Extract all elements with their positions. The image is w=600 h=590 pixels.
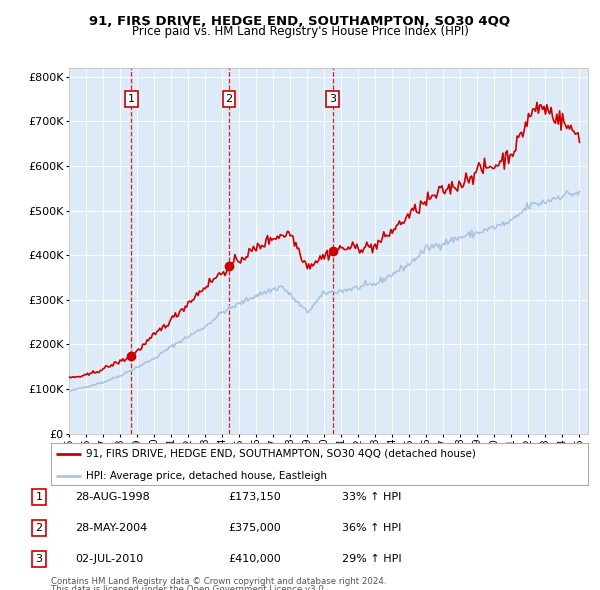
Text: HPI: Average price, detached house, Eastleigh: HPI: Average price, detached house, East…	[86, 471, 327, 481]
Text: 3: 3	[35, 555, 43, 564]
Text: 1: 1	[35, 492, 43, 502]
Text: £173,150: £173,150	[228, 492, 281, 502]
Text: 29% ↑ HPI: 29% ↑ HPI	[342, 555, 401, 564]
Text: Price paid vs. HM Land Registry's House Price Index (HPI): Price paid vs. HM Land Registry's House …	[131, 25, 469, 38]
Text: 1: 1	[128, 94, 135, 104]
Text: £375,000: £375,000	[228, 523, 281, 533]
Text: £410,000: £410,000	[228, 555, 281, 564]
Text: 91, FIRS DRIVE, HEDGE END, SOUTHAMPTON, SO30 4QQ (detached house): 91, FIRS DRIVE, HEDGE END, SOUTHAMPTON, …	[86, 449, 476, 459]
Text: Contains HM Land Registry data © Crown copyright and database right 2024.: Contains HM Land Registry data © Crown c…	[51, 577, 386, 586]
Text: 3: 3	[329, 94, 336, 104]
Text: 91, FIRS DRIVE, HEDGE END, SOUTHAMPTON, SO30 4QQ: 91, FIRS DRIVE, HEDGE END, SOUTHAMPTON, …	[89, 15, 511, 28]
Text: This data is licensed under the Open Government Licence v3.0.: This data is licensed under the Open Gov…	[51, 585, 326, 590]
Text: 36% ↑ HPI: 36% ↑ HPI	[342, 523, 401, 533]
Text: 02-JUL-2010: 02-JUL-2010	[75, 555, 143, 564]
Text: 28-MAY-2004: 28-MAY-2004	[75, 523, 147, 533]
Text: 28-AUG-1998: 28-AUG-1998	[75, 492, 150, 502]
Text: 2: 2	[35, 523, 43, 533]
Text: 2: 2	[226, 94, 233, 104]
Text: 33% ↑ HPI: 33% ↑ HPI	[342, 492, 401, 502]
